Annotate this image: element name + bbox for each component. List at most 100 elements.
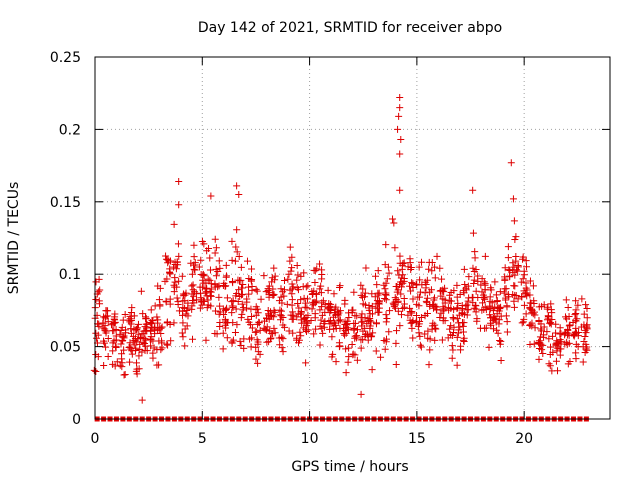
data-point bbox=[300, 314, 308, 322]
data-point bbox=[545, 360, 553, 368]
data-point bbox=[539, 350, 547, 358]
data-point bbox=[433, 303, 441, 311]
data-point bbox=[389, 215, 397, 223]
data-point bbox=[188, 282, 196, 290]
data-point bbox=[416, 276, 424, 284]
data-point bbox=[418, 258, 426, 266]
data-point bbox=[110, 319, 118, 327]
data-point bbox=[162, 298, 170, 306]
data-point bbox=[358, 293, 366, 301]
data-point bbox=[358, 322, 366, 330]
data-point bbox=[582, 301, 590, 309]
data-point bbox=[501, 264, 509, 272]
data-point bbox=[353, 356, 361, 364]
data-point bbox=[447, 305, 455, 313]
data-point bbox=[556, 324, 564, 332]
data-point bbox=[383, 275, 391, 283]
data-point bbox=[127, 309, 135, 317]
data-point bbox=[196, 283, 204, 291]
data-point bbox=[280, 277, 288, 285]
data-point bbox=[112, 343, 120, 351]
data-point bbox=[357, 390, 365, 398]
data-point bbox=[372, 347, 380, 355]
data-point bbox=[363, 320, 371, 328]
data-point bbox=[359, 285, 367, 293]
data-point bbox=[460, 311, 468, 319]
data-point bbox=[396, 322, 404, 330]
data-point bbox=[223, 272, 231, 280]
data-point bbox=[500, 289, 508, 297]
data-point bbox=[530, 300, 538, 308]
data-point bbox=[229, 336, 237, 344]
data-point bbox=[312, 325, 320, 333]
data-point bbox=[345, 344, 353, 352]
data-point bbox=[453, 315, 461, 323]
data-point bbox=[453, 333, 461, 341]
data-point bbox=[572, 340, 580, 348]
data-point bbox=[156, 302, 164, 310]
data-point bbox=[132, 344, 140, 352]
data-point bbox=[394, 267, 402, 275]
data-point bbox=[423, 276, 431, 284]
y-tick-label: 0.2 bbox=[59, 122, 81, 138]
data-point bbox=[190, 253, 198, 261]
data-point bbox=[294, 310, 302, 318]
data-point bbox=[196, 304, 204, 312]
data-point bbox=[174, 240, 182, 248]
data-point bbox=[354, 326, 362, 334]
data-point bbox=[539, 341, 547, 349]
data-point bbox=[449, 346, 457, 354]
data-point bbox=[179, 307, 187, 315]
data-point bbox=[203, 247, 211, 255]
data-point bbox=[299, 283, 307, 291]
data-point bbox=[547, 343, 555, 351]
data-point bbox=[368, 302, 376, 310]
data-point bbox=[509, 259, 517, 267]
data-point bbox=[147, 306, 155, 314]
data-point bbox=[304, 282, 312, 290]
data-point bbox=[358, 310, 366, 318]
data-point bbox=[482, 324, 490, 332]
data-point bbox=[493, 326, 501, 334]
data-point bbox=[228, 309, 236, 317]
data-point bbox=[188, 305, 196, 313]
data-point bbox=[375, 300, 383, 308]
data-point bbox=[422, 284, 430, 292]
data-point bbox=[416, 293, 424, 301]
data-point bbox=[190, 241, 198, 249]
data-point bbox=[479, 299, 487, 307]
data-point bbox=[519, 318, 527, 326]
data-point bbox=[546, 350, 554, 358]
data-point bbox=[175, 252, 183, 260]
data-point bbox=[478, 275, 486, 283]
data-point bbox=[569, 319, 577, 327]
data-point bbox=[496, 288, 504, 296]
chart-title: Day 142 of 2021, SRMTID for receiver abp… bbox=[198, 20, 502, 36]
data-point bbox=[325, 317, 333, 325]
data-point bbox=[229, 279, 237, 287]
data-point bbox=[392, 304, 400, 312]
data-point bbox=[197, 294, 205, 302]
data-point bbox=[288, 253, 296, 261]
data-point bbox=[535, 355, 543, 363]
data-point bbox=[232, 305, 240, 313]
data-point bbox=[211, 235, 219, 243]
data-point bbox=[303, 304, 311, 312]
data-point bbox=[540, 323, 548, 331]
data-point bbox=[540, 331, 548, 339]
data-point bbox=[349, 350, 357, 358]
data-point bbox=[127, 329, 135, 337]
data-point bbox=[183, 307, 191, 315]
data-point bbox=[413, 300, 421, 308]
data-point bbox=[245, 283, 253, 291]
data-point bbox=[448, 342, 456, 350]
data-point bbox=[153, 326, 161, 334]
data-point bbox=[310, 330, 318, 338]
data-point bbox=[313, 265, 321, 273]
data-point bbox=[199, 271, 207, 279]
data-point bbox=[109, 360, 117, 368]
data-point bbox=[394, 125, 402, 133]
data-point bbox=[471, 248, 479, 256]
data-point bbox=[312, 290, 320, 298]
